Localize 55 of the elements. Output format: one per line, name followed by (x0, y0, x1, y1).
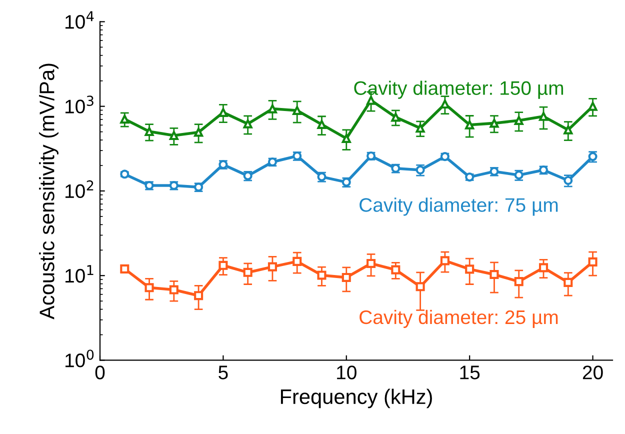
x-tick-label: 15 (460, 366, 480, 380)
y-tick-label: 10$^{3}$ (66, 96, 94, 114)
point (391, 265, 400, 274)
y-tick-label: 10$^{0}$ (66, 350, 94, 368)
point (169, 285, 178, 294)
point (465, 264, 474, 274)
series-label: Cavity diameter: 75 µm (360, 198, 558, 216)
point (564, 176, 573, 185)
point (292, 256, 302, 266)
series-label: Cavity diameter: 25 µm (360, 310, 558, 328)
point (268, 262, 277, 272)
point (490, 270, 499, 280)
point (514, 116, 524, 125)
point (490, 118, 499, 128)
x-tick-label: 10 (337, 366, 356, 380)
point (317, 120, 326, 129)
x-tick-label: 5 (218, 366, 228, 380)
point (144, 283, 154, 292)
point (292, 106, 302, 116)
point (120, 114, 130, 124)
point (218, 260, 228, 270)
point (144, 126, 154, 136)
point (268, 104, 277, 114)
point (588, 257, 598, 266)
point (538, 263, 548, 272)
x-tick-label: 0 (95, 366, 105, 380)
y-tick-label: 10$^{4}$ (66, 11, 94, 29)
point (416, 124, 425, 133)
point (169, 131, 178, 140)
y-tick-label: 10$^{1}$ (66, 265, 94, 283)
x-tick-label: 20 (582, 366, 603, 380)
point (366, 258, 376, 268)
point (243, 268, 252, 277)
point (194, 128, 204, 137)
y-tick-label: 10$^{2}$ (66, 180, 94, 198)
series-label: Cavity diameter: 150 µm (354, 80, 564, 99)
point (342, 134, 351, 143)
point (440, 100, 450, 109)
point (218, 108, 228, 117)
point (194, 291, 204, 300)
point (465, 120, 474, 130)
point (564, 278, 573, 287)
y-axis-title: Acoustic sensitivity (mV/Pa) (39, 64, 58, 320)
point (538, 112, 548, 121)
point (342, 272, 351, 282)
point (514, 277, 524, 286)
point (564, 125, 573, 134)
point (440, 256, 450, 266)
point (120, 264, 130, 274)
point (391, 112, 400, 122)
point (243, 119, 252, 128)
point (416, 282, 425, 292)
point (317, 270, 326, 280)
x-axis-title: Frequency (kHz) (280, 388, 432, 408)
point (588, 102, 598, 111)
